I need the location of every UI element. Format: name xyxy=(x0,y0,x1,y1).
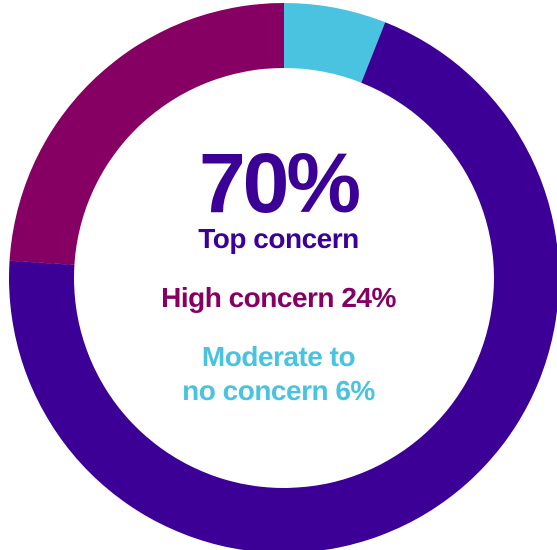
donut-slice-high-concern xyxy=(9,3,284,265)
donut-slice-moderate-to-no-concern xyxy=(284,3,386,83)
moderate-concern-label: Moderate to no concern 6% xyxy=(0,340,557,408)
moderate-concern-line-2: no concern 6% xyxy=(182,375,375,406)
top-concern-label: Top concern xyxy=(198,223,359,254)
high-concern-label: High concern 24% xyxy=(161,282,396,313)
moderate-concern-line-1: Moderate to xyxy=(201,341,356,372)
top-concern-percentage: 70% xyxy=(198,136,361,230)
